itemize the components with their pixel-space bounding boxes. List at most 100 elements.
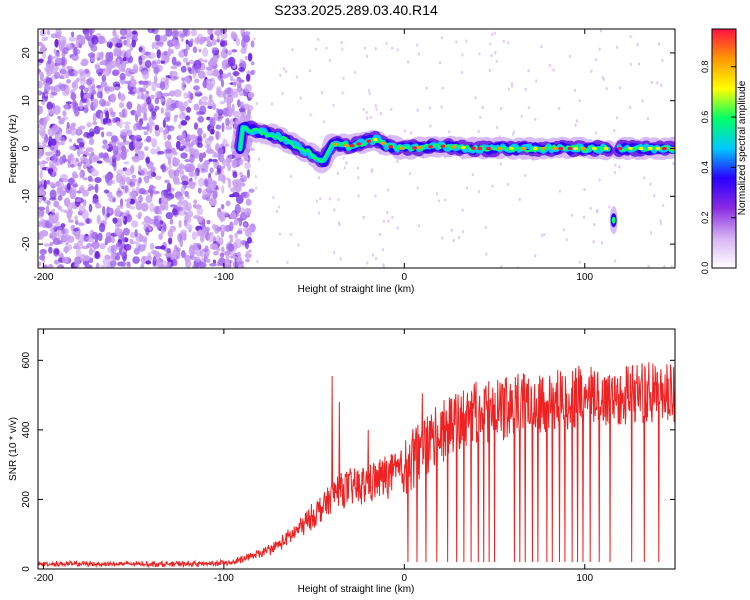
spectrogram-noise-cell <box>108 140 116 148</box>
spectrogram-sparse-cell <box>575 119 579 123</box>
spectrogram-noise-cell <box>151 137 158 148</box>
spectrogram-noise-cell <box>92 121 98 126</box>
spectrogram-sparse-cell <box>342 156 345 160</box>
spectrogram-noise-cell <box>248 147 255 152</box>
spectrogram-noise-cell <box>207 29 213 36</box>
spectrogram-sparse-cell <box>578 99 582 103</box>
spectrogram-sparse-cell <box>510 84 514 88</box>
spectrogram-noise-cell <box>101 219 107 224</box>
spectrogram-sparse-cell <box>495 126 499 130</box>
spectrogram-sparse-cell <box>615 45 619 49</box>
spectrogram-noise-cell <box>79 100 83 110</box>
spectrogram-sparse-cell <box>279 73 282 78</box>
spectrogram-noise-cell <box>124 185 128 193</box>
y-tick-label: 20 <box>21 47 32 59</box>
spectrogram-sparse-cell <box>637 62 641 66</box>
spectrogram-sparse-cell <box>339 257 342 261</box>
spectrogram-sparse-cell <box>534 254 537 258</box>
spectrogram-noise-cell <box>229 221 234 232</box>
spectrogram-noise-cell <box>232 180 240 189</box>
spectrogram-noise-cell <box>112 117 116 124</box>
spectrogram-noise-cell <box>149 202 155 213</box>
spectrogram-noise-cell <box>108 191 113 199</box>
spectrogram-noise-cell <box>71 55 79 60</box>
spectrogram-noise-cell <box>198 261 207 268</box>
spectrogram-noise-cell <box>104 158 111 163</box>
spectrogram-sparse-cell <box>381 248 385 252</box>
spectrogram-noise-cell <box>184 190 189 197</box>
spectrogram-noise-cell <box>101 74 107 82</box>
spectrogram-noise-cell <box>137 244 146 252</box>
spectrogram-sparse-cell <box>598 47 601 51</box>
spectrogram-noise-cell <box>49 189 57 200</box>
spectrogram-sparse-cell <box>340 40 343 45</box>
spectrogram-noise-cell <box>72 183 79 188</box>
spectrogram-noise-cell <box>119 29 128 36</box>
spectrogram-noise-cell <box>214 172 219 176</box>
spectrogram-noise-cell <box>44 92 48 97</box>
spectrogram-noise-cell <box>53 71 61 79</box>
spectrogram-noise-cell <box>50 61 56 68</box>
spectrogram-noise-cell <box>86 122 92 128</box>
spectrogram-sparse-cell <box>499 106 503 111</box>
snr-panel: -200 -100 0 100 0 200 400 600 Height of straigh… <box>8 328 676 595</box>
spectrogram-noise-cell <box>38 90 41 96</box>
spectrogram-noise-cell <box>44 151 53 157</box>
spectrogram-noise-cell <box>246 168 250 179</box>
spectrogram-noise-cell <box>88 128 95 138</box>
spectrogram-noise-cell <box>130 220 139 228</box>
spectrogram-noise-cell <box>39 71 45 82</box>
spectrogram-noise-cell <box>152 256 157 266</box>
signal-peak-cell <box>591 146 597 151</box>
spectrogram-noise-cell <box>208 197 217 207</box>
spectrogram-noise-cell <box>38 149 42 160</box>
spectrogram-sparse-cell <box>527 69 530 73</box>
spectrogram-noise-cell <box>212 48 216 55</box>
spectrogram-noise-cell <box>154 97 160 105</box>
spectrogram-noise-cell <box>221 185 225 194</box>
spectrogram-noise-cell <box>90 169 99 177</box>
spectrogram-noise-cell <box>72 99 77 108</box>
spectrogram-noise-cell <box>240 174 248 183</box>
spectrogram-noise-cell <box>212 102 217 111</box>
spectrogram-noise-cell <box>70 92 77 101</box>
spectrogram-noise-cell <box>38 211 43 217</box>
spectrogram-noise-cell <box>138 80 144 85</box>
spectrogram-noise-cell <box>41 139 47 149</box>
spectrogram-sparse-cell <box>507 41 510 45</box>
spectrogram-noise-cell <box>92 248 96 253</box>
spectrogram-noise-cell <box>91 89 97 95</box>
spectrogram-noise-cell <box>240 207 246 214</box>
spectrogram-sparse-cell <box>599 29 603 33</box>
spectrogram-noise-cell <box>158 204 167 211</box>
spectrogram-noise-cell <box>225 125 233 131</box>
spectrogram-noise-cell <box>112 145 119 156</box>
spectrogram-noise-cell <box>121 145 127 152</box>
spectrogram-noise-cell <box>88 138 95 146</box>
spectrogram-noise-cell <box>202 133 207 139</box>
spectrogram-noise-cell <box>60 223 66 228</box>
spectrogram-noise-cell <box>161 163 167 173</box>
spectrogram-sparse-cell <box>500 265 503 268</box>
spectrogram-noise-cell <box>215 130 220 141</box>
spectrogram-noise-cell <box>186 106 192 113</box>
spectrogram-noise-cell <box>166 182 172 192</box>
signal-peak-cell <box>440 144 446 148</box>
spectrogram-noise-cell <box>162 34 168 42</box>
spectrogram-noise-cell <box>208 94 213 101</box>
spectrogram-sparse-cell <box>641 99 644 103</box>
spectrogram-sparse-cell <box>244 222 247 226</box>
spectrogram-noise-cell <box>41 160 49 165</box>
spectrogram-noise-cell <box>88 247 93 256</box>
spectrogram-noise-cell <box>43 243 51 247</box>
spectrogram-noise-cell <box>87 164 92 168</box>
signal-peak-cell <box>417 145 423 150</box>
spectrogram-noise-cell <box>205 66 214 71</box>
spectrogram-noise-cell <box>58 131 63 140</box>
spectrogram-noise-cell <box>85 99 90 107</box>
spectrogram-noise-cell <box>72 173 79 179</box>
spectrogram-noise-cell <box>228 154 233 161</box>
spectrogram-noise-cell <box>227 162 232 172</box>
spectrogram-noise-cell <box>58 205 63 211</box>
spectrogram-noise-cell <box>134 229 138 238</box>
